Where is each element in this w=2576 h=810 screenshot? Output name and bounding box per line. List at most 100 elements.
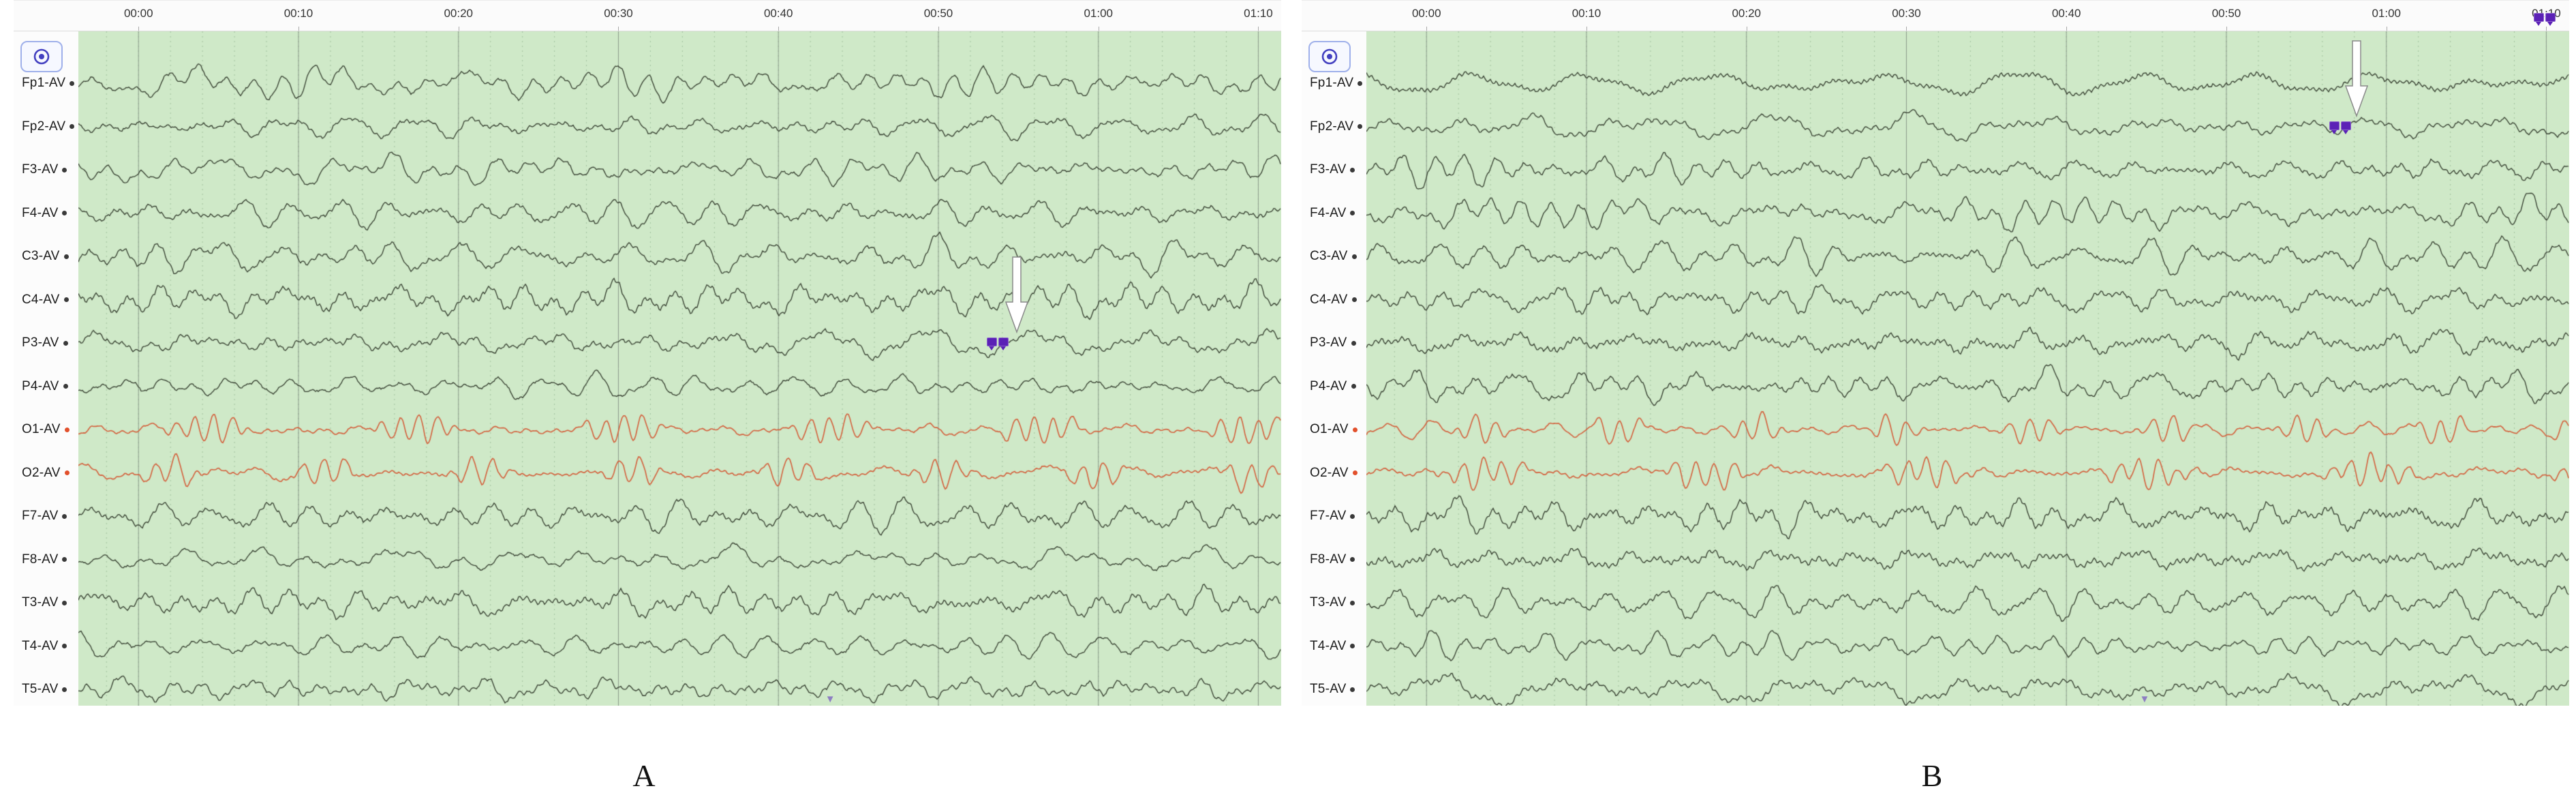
time-tick-label: 00:00 [123, 7, 153, 20]
channel-row-t5-av[interactable]: T5-AV [1310, 681, 1355, 698]
channel-row-o2-av[interactable]: O2-AV [1310, 465, 1358, 481]
time-tick-label: 00:50 [2211, 7, 2241, 20]
eeg-trace-canvas[interactable] [78, 31, 1281, 706]
channel-dot [62, 211, 67, 215]
channel-dot [1350, 644, 1355, 648]
time-tick-label: 00:30 [1892, 7, 1921, 20]
channel-row-c3-av[interactable]: C3-AV [1310, 248, 1357, 265]
channel-row-c4-av[interactable]: C4-AV [1310, 292, 1357, 308]
channel-row-f4-av[interactable]: F4-AV [1310, 205, 1355, 222]
bottom-triangle-marker[interactable]: ▼ [2139, 693, 2150, 705]
panel-label-a: A [632, 758, 656, 793]
triangle-down-icon [989, 346, 995, 350]
panel-label-b: B [1921, 758, 1943, 793]
channel-dot [63, 384, 68, 389]
triangle-down-icon [2331, 130, 2337, 134]
channel-dot [63, 297, 69, 302]
channel-label: C3-AV [1310, 249, 1348, 263]
channel-label: Fp1-AV [1310, 76, 1354, 90]
channel-row-fp2-av[interactable]: Fp2-AV [22, 119, 75, 135]
channel-label: T4-AV [1310, 638, 1347, 653]
channel-row-c4-av[interactable]: C4-AV [22, 292, 69, 308]
channel-label: T5-AV [22, 682, 59, 696]
channel-row-o1-av[interactable]: O1-AV [22, 421, 70, 438]
time-tick-label: 00:00 [1411, 7, 1441, 20]
channel-label: P3-AV [1310, 335, 1347, 350]
time-tick-label: 00:10 [283, 7, 313, 20]
channel-label: F3-AV [22, 162, 59, 177]
channel-row-p3-av[interactable]: P3-AV [1310, 335, 1356, 351]
channel-row-f3-av[interactable]: F3-AV [1310, 162, 1355, 178]
channel-dot [64, 427, 70, 432]
record-target-icon [33, 48, 50, 65]
channel-row-f8-av[interactable]: F8-AV [1310, 552, 1355, 568]
channel-row-o2-av[interactable]: O2-AV [22, 465, 70, 481]
event-marker[interactable] [2329, 121, 2354, 136]
time-tick-label: 00:20 [1732, 7, 1762, 20]
channel-row-f3-av[interactable]: F3-AV [22, 162, 67, 178]
triangle-down-icon [2547, 22, 2553, 26]
channel-row-f8-av[interactable]: F8-AV [22, 552, 67, 568]
channel-dot [1351, 340, 1356, 346]
channel-label: F7-AV [22, 509, 59, 523]
channel-row-f7-av[interactable]: F7-AV [1310, 508, 1355, 524]
channel-row-t5-av[interactable]: T5-AV [22, 681, 67, 698]
channel-list: Fp1-AV Fp2-AV F3-AV F4-AV C3-AV C4-AV P3-AV P4-… [14, 31, 78, 706]
channel-dot [70, 80, 75, 86]
channel-dot [1352, 470, 1358, 475]
channel-row-fp1-av[interactable]: Fp1-AV [22, 75, 75, 91]
channel-row-t3-av[interactable]: T3-AV [22, 595, 67, 611]
event-tag [2534, 13, 2544, 22]
channel-label: P4-AV [22, 378, 59, 393]
channel-dot [64, 470, 70, 475]
channel-row-p4-av[interactable]: P4-AV [22, 378, 68, 395]
record-target-button[interactable] [20, 41, 63, 72]
channel-label: O1-AV [22, 422, 61, 436]
channel-dot [62, 600, 67, 605]
channel-dot [1351, 254, 1357, 259]
channel-row-c3-av[interactable]: C3-AV [22, 248, 69, 265]
record-target-button[interactable] [1308, 41, 1351, 72]
channel-dot [70, 124, 75, 129]
channel-dot [1351, 297, 1357, 302]
channel-row-t3-av[interactable]: T3-AV [1310, 595, 1355, 611]
channel-label: Fp1-AV [22, 76, 66, 90]
channel-row-f7-av[interactable]: F7-AV [22, 508, 67, 524]
eeg-trace-canvas[interactable] [1366, 31, 2569, 706]
channel-dot [63, 340, 68, 346]
channel-dot [1350, 557, 1355, 562]
channel-dot [62, 513, 67, 519]
event-tag [998, 338, 1009, 346]
bottom-triangle-marker[interactable]: ▼ [825, 693, 835, 705]
time-tick-label: 00:30 [604, 7, 633, 20]
channel-label: T3-AV [1310, 595, 1347, 610]
channel-label: O1-AV [1310, 422, 1349, 436]
tick-mark [778, 27, 780, 31]
event-tag [2545, 13, 2556, 22]
channel-label: P3-AV [22, 335, 59, 350]
channel-row-fp1-av[interactable]: Fp1-AV [1310, 75, 1363, 91]
channel-label: T4-AV [22, 638, 59, 653]
time-tick-label: 00:50 [923, 7, 953, 20]
tick-mark [1258, 27, 1259, 31]
channel-dot [62, 644, 67, 648]
timeline-event-marker[interactable] [2534, 13, 2558, 28]
channel-dot [62, 687, 67, 692]
channel-label: F7-AV [1310, 509, 1347, 523]
channel-row-o1-av[interactable]: O1-AV [1310, 421, 1358, 438]
channel-row-t4-av[interactable]: T4-AV [1310, 638, 1355, 655]
channel-row-f4-av[interactable]: F4-AV [22, 205, 67, 222]
event-marker[interactable] [987, 338, 1011, 352]
channel-dot [1350, 513, 1355, 519]
channel-row-p4-av[interactable]: P4-AV [1310, 378, 1356, 395]
channel-label: C3-AV [22, 249, 60, 263]
channel-label: O2-AV [22, 465, 61, 480]
tick-mark [298, 27, 299, 31]
channel-row-p3-av[interactable]: P3-AV [22, 335, 68, 351]
channel-sidebar: Fp1-AV Fp2-AV F3-AV F4-AV C3-AV C4-AV P3-AV P4-… [14, 31, 78, 706]
channel-row-fp2-av[interactable]: Fp2-AV [1310, 119, 1363, 135]
channel-row-t4-av[interactable]: T4-AV [22, 638, 67, 655]
